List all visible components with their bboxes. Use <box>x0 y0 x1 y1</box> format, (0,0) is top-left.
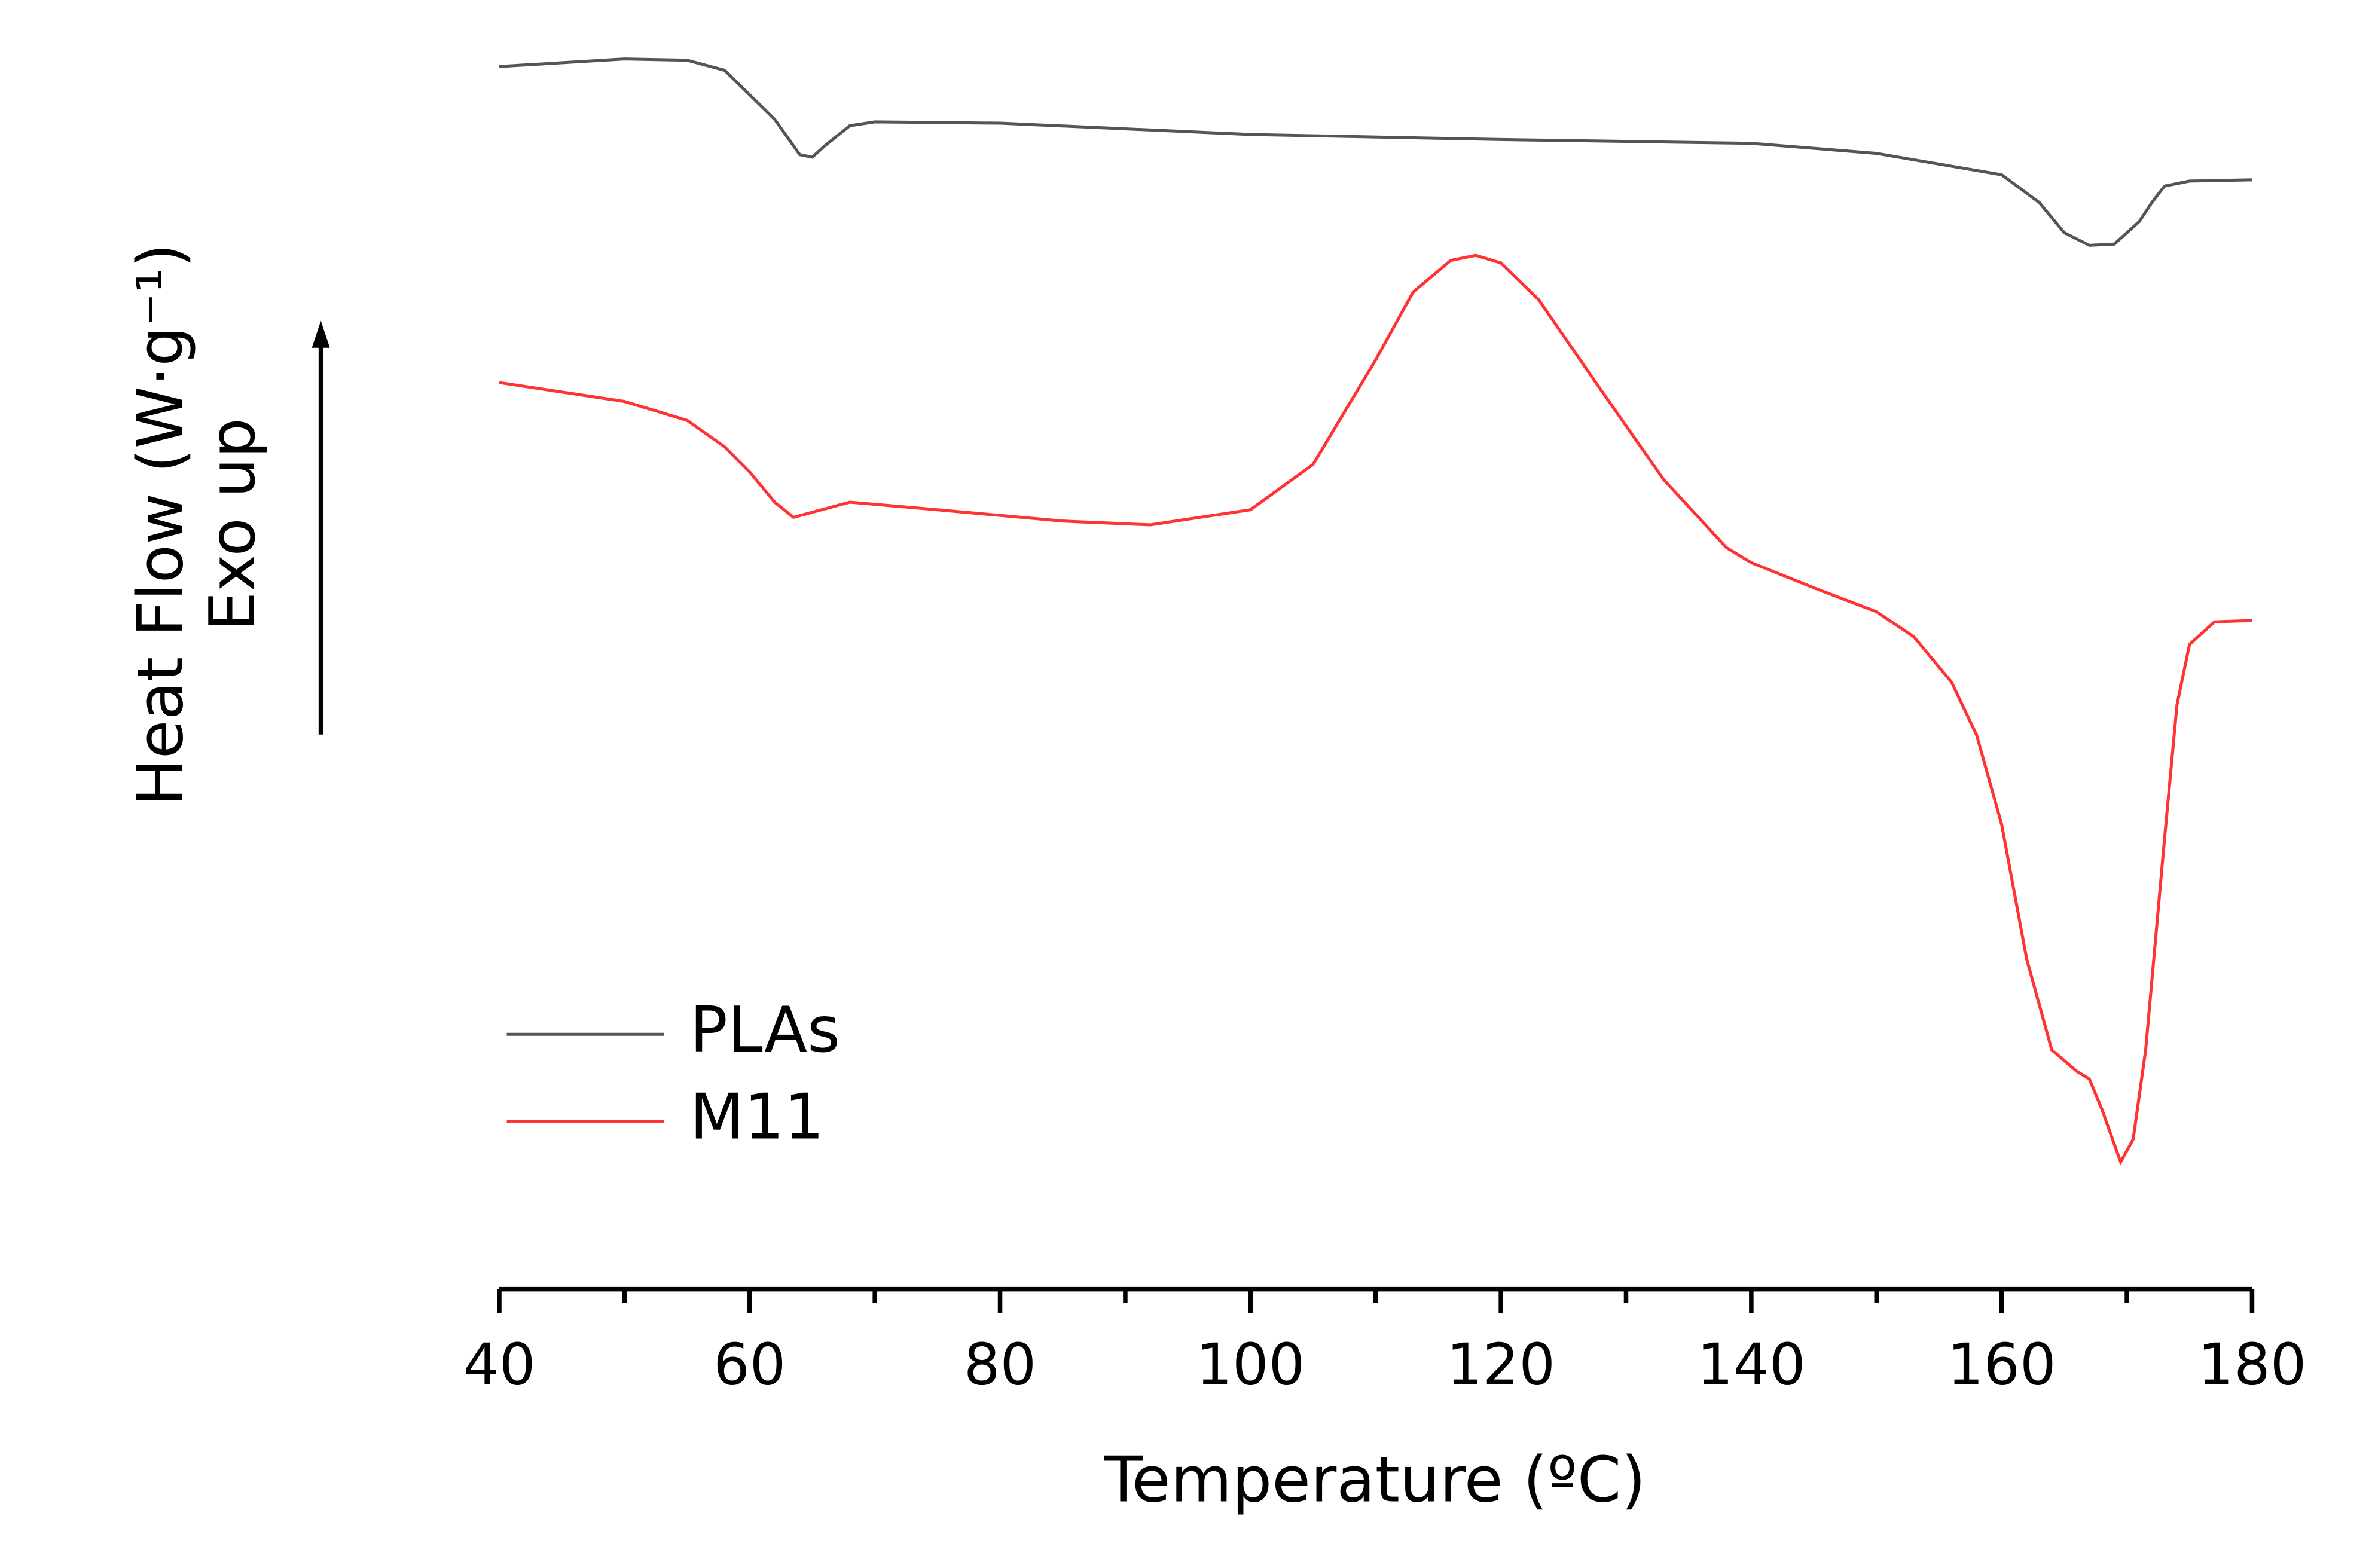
x-tick-label: 40 <box>463 1332 535 1398</box>
x-tick-label: 180 <box>2198 1332 2307 1398</box>
y-axis-label: Heat Flow (W·g⁻¹) <box>124 243 197 806</box>
x-tick-label: 60 <box>713 1332 786 1398</box>
exo-arrow-head <box>312 320 330 348</box>
data-line <box>499 253 2252 1166</box>
x-tick-label: 120 <box>1446 1332 1555 1398</box>
x-tick-label: 160 <box>1947 1332 2056 1398</box>
x-tick-label: 80 <box>964 1332 1036 1398</box>
x-axis-label: Temperature (ºC) <box>1104 1442 1646 1516</box>
legend-label: M11 <box>689 1080 824 1154</box>
x-tick-label: 140 <box>1697 1332 1806 1398</box>
legend-label: PLAs <box>689 993 840 1066</box>
y-label-group: Heat Flow (W·g⁻¹) Exo up <box>124 243 269 806</box>
x-tick-label: 100 <box>1196 1332 1305 1398</box>
y-axis-label-2: Exo up <box>196 418 269 631</box>
data-line <box>499 57 2252 247</box>
